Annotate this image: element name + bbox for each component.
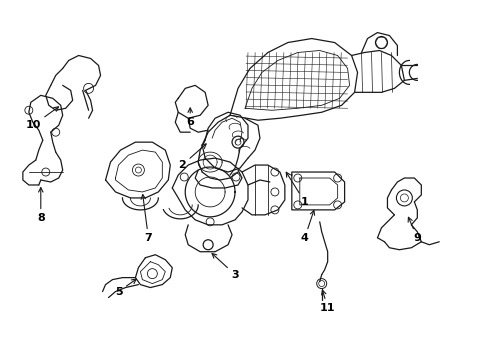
Text: 1: 1 (286, 172, 309, 207)
Text: 11: 11 (320, 290, 336, 312)
Text: 5: 5 (115, 279, 136, 297)
Text: 9: 9 (408, 217, 421, 243)
Text: 4: 4 (301, 210, 315, 243)
Text: 8: 8 (37, 188, 45, 223)
Text: 3: 3 (212, 253, 239, 280)
Text: 10: 10 (25, 107, 59, 130)
Text: 2: 2 (178, 144, 206, 170)
Text: 6: 6 (186, 108, 194, 127)
Text: 7: 7 (141, 194, 152, 243)
